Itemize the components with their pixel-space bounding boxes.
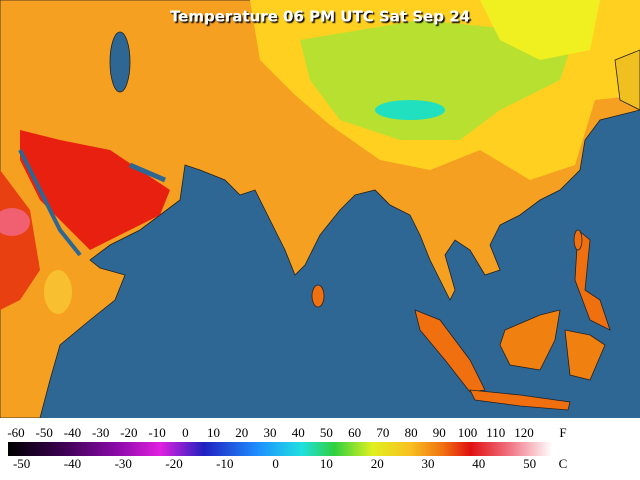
celsius-label: 0 [272, 456, 279, 471]
fahrenheit-label: -40 [64, 425, 81, 440]
fahrenheit-label: 30 [263, 425, 276, 440]
unit-label: F [559, 425, 566, 440]
celsius-label: -50 [13, 456, 30, 471]
celsius-label: 10 [320, 456, 333, 471]
fahrenheit-label: -30 [92, 425, 109, 440]
fahrenheit-label: 90 [433, 425, 446, 440]
celsius-label: 20 [371, 456, 384, 471]
fahrenheit-label: -20 [120, 425, 137, 440]
fahrenheit-label: 40 [292, 425, 305, 440]
fahrenheit-label: 50 [320, 425, 333, 440]
fahrenheit-label: 60 [348, 425, 361, 440]
fahrenheit-label: 0 [182, 425, 189, 440]
celsius-label: -20 [165, 456, 182, 471]
land [0, 0, 640, 419]
celsius-label: 30 [422, 456, 435, 471]
fahrenheit-label: 120 [514, 425, 534, 440]
fahrenheit-label: -50 [36, 425, 53, 440]
fahrenheit-label: 20 [235, 425, 248, 440]
fahrenheit-label: 100 [458, 425, 478, 440]
map-title: Temperature 06 PM UTC Sat Sep 24 [170, 8, 470, 26]
celsius-label: -10 [216, 456, 233, 471]
celsius-label: 40 [472, 456, 485, 471]
celsius-label: -40 [64, 456, 81, 471]
fahrenheit-label: 70 [376, 425, 389, 440]
celsius-label: -30 [115, 456, 132, 471]
fahrenheit-label: 10 [207, 425, 220, 440]
fahrenheit-label: 110 [486, 425, 505, 440]
fahrenheit-label: -60 [7, 425, 24, 440]
color-scale [8, 442, 552, 456]
unit-label: C [559, 456, 568, 471]
fahrenheit-label: -10 [148, 425, 165, 440]
fahrenheit-label: 80 [405, 425, 418, 440]
celsius-label: 50 [523, 456, 536, 471]
